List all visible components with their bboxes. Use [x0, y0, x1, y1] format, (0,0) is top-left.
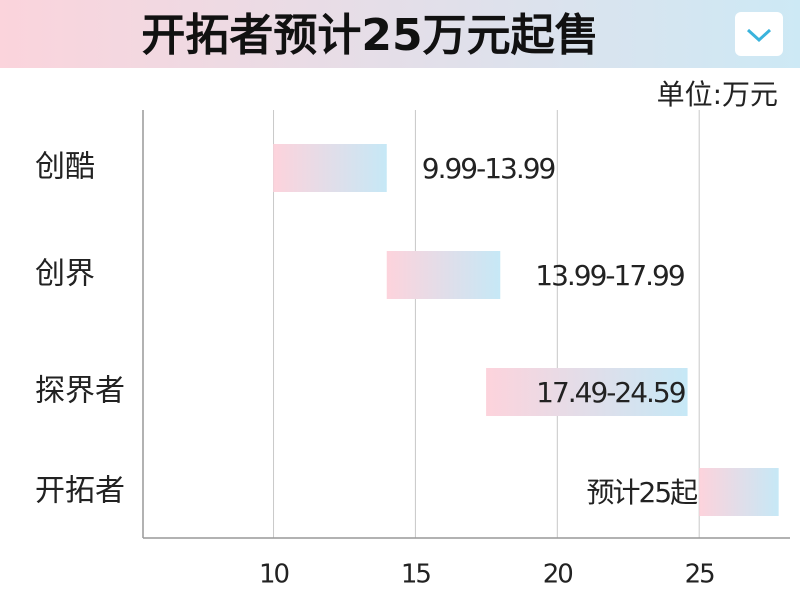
x-tick-label: 25 — [685, 560, 715, 590]
x-tick-label: 10 — [259, 560, 289, 590]
data-label: 9.99-13.99 — [422, 152, 555, 185]
dropdown-button[interactable] — [735, 12, 783, 56]
data-label: 预计25起 — [587, 476, 699, 509]
data-label: 13.99-17.99 — [535, 259, 684, 292]
x-tick-label: 15 — [401, 560, 431, 590]
chevron-icon[interactable] — [746, 28, 772, 43]
bar — [273, 144, 387, 192]
bar — [699, 468, 779, 516]
y-tick-label: 创酷 — [35, 150, 95, 185]
button-box[interactable] — [735, 12, 783, 56]
y-tick-label: 探界者 — [35, 374, 125, 409]
y-tick-label: 开拓者 — [35, 474, 125, 509]
title-banner — [0, 0, 800, 68]
data-label: 17.49-24.59 — [536, 376, 685, 409]
x-tick-label: 20 — [543, 560, 573, 590]
y-tick-label: 创界 — [35, 257, 95, 292]
bar — [386, 251, 501, 299]
bar — [486, 368, 688, 416]
unit-label: 单位:万元 — [657, 78, 778, 111]
chart-title: 开拓者预计25万元起售 — [141, 10, 598, 61]
